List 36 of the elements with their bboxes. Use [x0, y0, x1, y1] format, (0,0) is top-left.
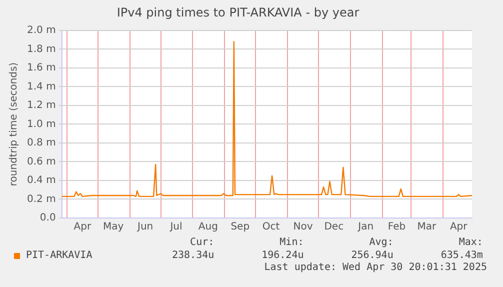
- x-tick-label: Nov: [293, 222, 313, 233]
- x-tick-label: May: [103, 222, 124, 233]
- y-tick-label: 0.4 m: [26, 175, 56, 186]
- x-tick-label: Apr: [74, 222, 92, 233]
- legend-label: PIT-ARKAVIA: [26, 250, 92, 261]
- x-tick-label: Jul: [169, 222, 182, 233]
- x-tick-label: Jan: [357, 222, 374, 233]
- x-tick-label: Apr: [450, 222, 468, 233]
- y-tick-label: 2.0 m: [26, 24, 56, 36]
- text: Max:: [458, 237, 483, 248]
- y-tick-label: 1.0 m: [26, 118, 56, 130]
- text: Min:: [278, 237, 304, 248]
- y-tick-label: 0.2 m: [26, 194, 56, 205]
- x-tick-label: Feb: [388, 222, 406, 233]
- y-tick-label: 1.8 m: [26, 44, 56, 55]
- x-tick-label: Sep: [230, 222, 250, 233]
- y-tick-label: 1.4 m: [26, 81, 56, 92]
- text: Avg:: [368, 237, 394, 248]
- x-tick-label: Mar: [417, 222, 437, 233]
- y-tick-label: 1.2 m: [26, 100, 56, 112]
- text: 196.24u: [260, 250, 304, 261]
- text: Cur:: [189, 237, 214, 248]
- x-tick-label: Jun: [136, 222, 154, 233]
- text: 238.34u: [170, 250, 214, 261]
- text: 635.43m: [440, 250, 483, 261]
- x-tick-label: Dec: [324, 222, 344, 233]
- y-tick-label: 0.6 m: [26, 156, 56, 168]
- x-tick-label: Oct: [262, 222, 280, 233]
- text: 256.94u: [350, 250, 394, 261]
- y-tick-label: 0.0: [40, 212, 56, 224]
- y-tick-label: 0.8 m: [26, 138, 56, 149]
- y-axis-title: roundtrip time (seconds): [8, 62, 20, 186]
- x-tick-label: Aug: [198, 222, 218, 233]
- y-tick-label: 1.6 m: [26, 62, 56, 74]
- text: Last update: Wed Apr 30 20:01:31 2025: [264, 262, 487, 273]
- chart-title: IPv4 ping times to PIT-ARKAVIA - by year: [116, 5, 360, 20]
